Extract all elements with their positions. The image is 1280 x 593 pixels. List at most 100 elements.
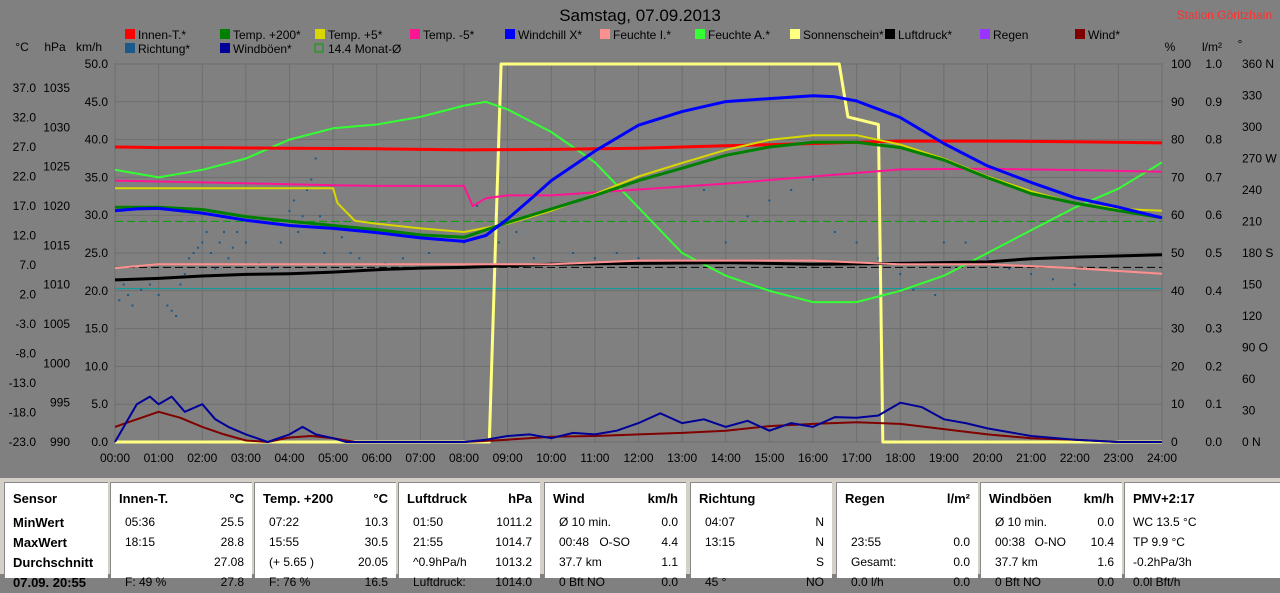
- stats-row-label: Luftdruck:: [413, 575, 466, 589]
- legend-label: Innen-T.*: [138, 28, 186, 42]
- kmh-tick-label: 15.0: [85, 322, 109, 336]
- richtung-point: [297, 231, 300, 233]
- richtung-point: [148, 283, 151, 286]
- x-tick-label: 06:00: [362, 451, 392, 465]
- stats-card-unit: l/m²: [946, 491, 970, 506]
- hpa-tick-label: 1000: [43, 356, 70, 370]
- legend-label: Sonnenschein*: [803, 28, 884, 42]
- stats-row-value: 27.8: [220, 575, 244, 589]
- stats-row-label: WC 13.5 °C: [1133, 515, 1197, 529]
- stats-card-unit: km/h: [1083, 491, 1114, 506]
- stats-row-label: 05:36: [125, 515, 156, 529]
- richtung-point: [170, 309, 173, 312]
- stats-row-value: 0.0: [953, 535, 970, 549]
- stats-row: 01:50 1011.2: [407, 515, 532, 533]
- stats-card-title: Luftdruck: [407, 491, 467, 506]
- series-line-sonnenschein-: [115, 62, 1162, 444]
- temp-tick-label: 17.0: [13, 199, 37, 213]
- stats-row-value: 1014.0: [495, 575, 532, 589]
- pct-tick-label: 90: [1171, 95, 1185, 109]
- stats-card-wind: Wind km/h Ø 10 min. 0.0 00:48 O-SO 4.4 37.7 km 1…: [544, 482, 686, 589]
- stats-row-value: 16.5: [364, 575, 388, 589]
- stats-row-label: 0.0l Bft/h: [1133, 575, 1181, 589]
- legend-swatch: [220, 43, 230, 53]
- temp-tick-label: 22.0: [13, 170, 37, 184]
- stats-row: Luftdruck: 1014.0: [407, 575, 532, 593]
- stats-row: 45 ° NO: [699, 575, 824, 593]
- pct-tick-label: 50: [1171, 246, 1185, 260]
- richtung-point: [140, 288, 143, 291]
- richtung-point: [532, 257, 535, 260]
- stats-row: 37.7 km 1.6: [989, 555, 1114, 573]
- richtung-point: [702, 189, 705, 191]
- stats-row-value: NO: [806, 575, 824, 589]
- richtung-point: [724, 241, 727, 244]
- richtung-point: [166, 304, 169, 307]
- series-line-wind-: [114, 410, 1162, 443]
- x-tick-label: 08:00: [449, 451, 479, 465]
- stats-row-value: 10.4: [1090, 535, 1114, 549]
- stats-row-label: F: 76 %: [269, 575, 311, 589]
- legend-swatch: [885, 29, 895, 39]
- stats-card-unit: °C: [373, 491, 388, 506]
- stats-row-value: 1.1: [661, 555, 678, 569]
- richtung-point: [157, 294, 160, 296]
- stats-row: TP 9.9 °C: [1133, 535, 1272, 553]
- stats-card-header: Sensor: [13, 491, 100, 506]
- stats-row-value: 28.8: [220, 535, 244, 549]
- temp-tick-label: -13.0: [9, 376, 37, 390]
- stats-row: Durchschnitt: [13, 555, 100, 573]
- stats-row-direction: O-SO: [599, 535, 630, 549]
- rain-tick-label: 0.8: [1205, 133, 1222, 147]
- legend-swatch: [600, 29, 610, 39]
- stats-row-label: 00:48: [559, 535, 590, 549]
- legend-label: 14.4 Monat-Ø: [328, 42, 401, 56]
- legend-swatch: [314, 43, 324, 53]
- richtung-point: [127, 294, 130, 296]
- axis-unit-right: l/m²: [1202, 40, 1222, 54]
- stats-card-temp200: Temp. +200 °C 07:22 10.3 15:55 30.5 (+ 5.65 ) 2…: [254, 482, 396, 589]
- stats-row-label: Ø 10 min.: [995, 515, 1048, 529]
- stats-row-value: 30.5: [364, 535, 388, 549]
- deg-tick-label: 120: [1242, 309, 1262, 323]
- richtung-point: [476, 204, 479, 207]
- richtung-point: [288, 210, 291, 212]
- deg-tick-label: 330: [1242, 89, 1262, 103]
- x-tick-label: 18:00: [885, 451, 915, 465]
- richtung-point: [349, 252, 352, 254]
- stats-row: 07:22 10.3: [263, 515, 388, 533]
- stats-row-label: 37.7 km: [559, 555, 602, 569]
- stats-row: 13:15 N: [699, 535, 824, 553]
- hpa-tick-label: 1015: [43, 238, 70, 252]
- stats-row-value: 0.0: [1097, 575, 1114, 589]
- stats-row-label: 21:55: [413, 535, 444, 549]
- stats-row-direction: O-NO: [1034, 535, 1066, 549]
- x-tick-label: 12:00: [623, 451, 653, 465]
- x-tick-label: 24:00: [1147, 451, 1177, 465]
- richtung-point: [183, 273, 186, 275]
- stats-row: 0.0 l/h 0.0: [845, 575, 970, 593]
- x-tick-label: 20:00: [972, 451, 1002, 465]
- stats-row-label: Gesamt:: [851, 555, 897, 569]
- richtung-point: [899, 273, 902, 275]
- rain-tick-label: 0.1: [1205, 397, 1222, 411]
- richtung-point: [305, 189, 308, 191]
- rain-tick-label: 0.3: [1205, 322, 1222, 336]
- stats-row-label: Durchschnitt: [13, 555, 94, 570]
- kmh-tick-label: 40.0: [85, 133, 109, 147]
- richtung-point: [218, 241, 221, 244]
- stats-row-label: 0 Bft NO: [995, 575, 1042, 589]
- stats-card-header: Temp. +200 °C: [263, 491, 388, 506]
- series-line-luftdruck-: [114, 253, 1163, 282]
- legend-label: Wind*: [1088, 28, 1120, 42]
- stats-row-label: 15:55: [269, 535, 300, 549]
- legend-swatch: [125, 43, 135, 53]
- x-tick-label: 19:00: [929, 451, 959, 465]
- x-tick-label: 09:00: [493, 451, 523, 465]
- x-tick-label: 07:00: [405, 451, 435, 465]
- pct-tick-label: 0: [1171, 435, 1178, 449]
- stats-row: 05:36 25.5: [119, 515, 244, 533]
- stats-card-header: Wind km/h: [553, 491, 678, 506]
- deg-tick-label: 210: [1242, 215, 1262, 229]
- x-tick-label: 23:00: [1103, 451, 1133, 465]
